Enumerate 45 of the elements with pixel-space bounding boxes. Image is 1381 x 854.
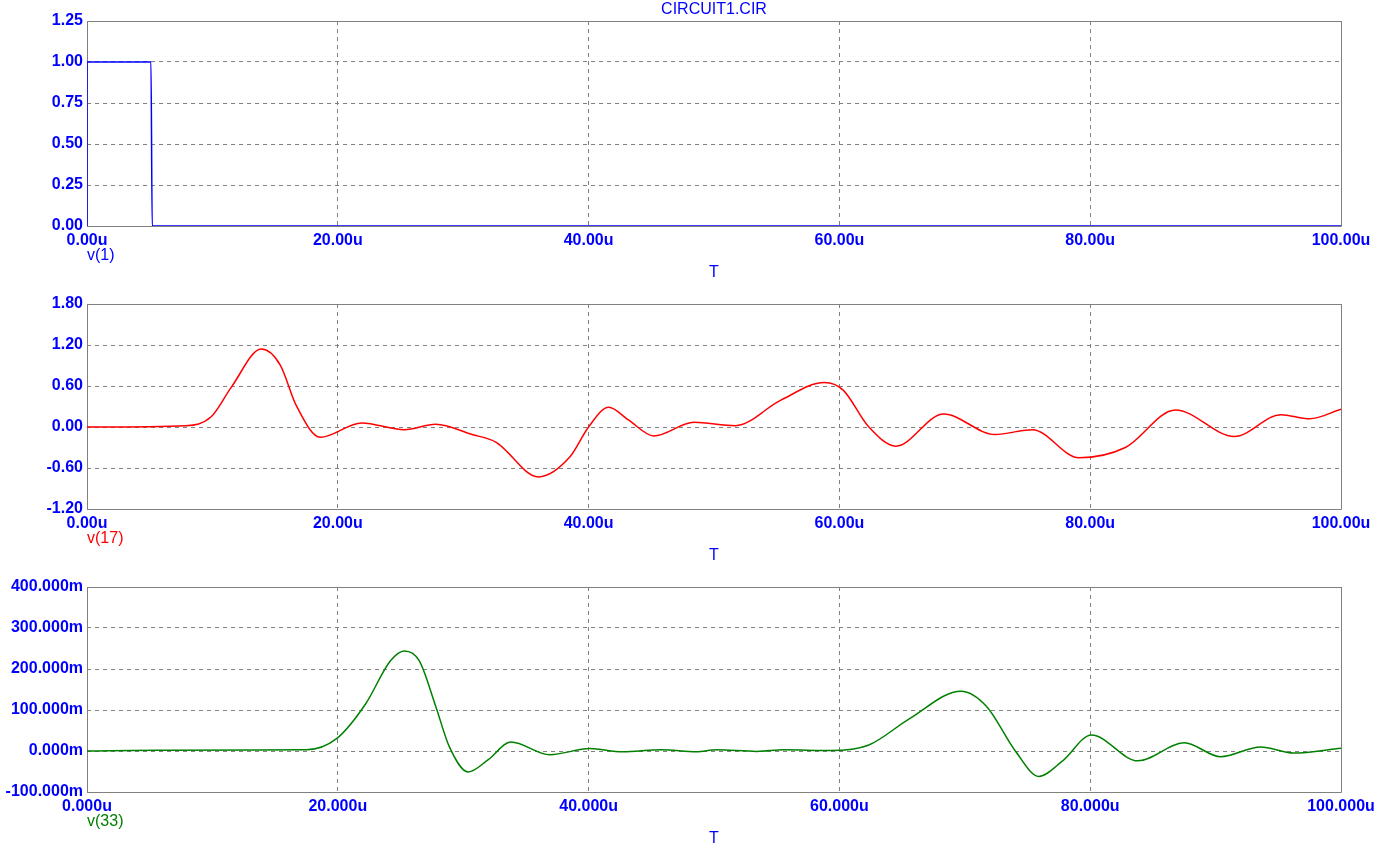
x-tick-label: 60.00u	[814, 514, 865, 532]
x-tick-label: 80.000u	[1060, 797, 1120, 815]
y-tick-label: 0.00	[51, 216, 84, 234]
y-tick-label: -1.20	[46, 499, 84, 517]
x-tick-label: 100.00u	[1311, 231, 1371, 249]
y-tick-label: 400.000m	[10, 577, 83, 595]
x-tick-label: 20.00u	[312, 514, 363, 532]
y-tick-label: 1.25	[51, 11, 84, 29]
y-tick-label: 0.75	[51, 93, 84, 111]
x-axis-title: T	[709, 263, 720, 281]
x-axis-title: T	[709, 829, 720, 847]
y-tick-label: 100.000m	[10, 700, 83, 718]
series-label: v(1)	[87, 246, 115, 264]
y-tick-label: 0.000m	[28, 741, 83, 759]
x-tick-label: 40.00u	[563, 231, 614, 249]
chart-title: CIRCUIT1.CIR	[661, 0, 767, 18]
x-tick-label: 60.00u	[814, 231, 865, 249]
x-tick-label: 0.00u	[66, 231, 108, 249]
x-tick-label: 40.000u	[559, 797, 618, 815]
x-tick-label: 80.00u	[1065, 514, 1116, 532]
x-tick-label: 80.00u	[1065, 231, 1116, 249]
x-tick-label: 20.000u	[308, 797, 368, 815]
y-tick-label: 1.80	[51, 294, 84, 312]
x-tick-label: 100.000u	[1307, 797, 1375, 815]
y-tick-label: 0.50	[51, 134, 84, 152]
y-tick-label: -100.000m	[5, 782, 83, 800]
x-axis-title: T	[709, 546, 720, 564]
y-tick-label: 1.00	[51, 52, 84, 70]
y-tick-label: 0.60	[51, 376, 84, 394]
y-tick-label: -0.60	[46, 458, 84, 476]
y-tick-label: 0.00	[51, 417, 84, 435]
line-series	[87, 650, 1341, 778]
x-tick-label: 100.00u	[1311, 514, 1371, 532]
x-tick-label: 0.00u	[66, 514, 108, 532]
y-tick-label: 200.000m	[10, 659, 83, 677]
text: v(17)	[87, 529, 124, 547]
x-tick-label: 0.000u	[62, 797, 112, 815]
x-tick-label: 20.00u	[312, 231, 363, 249]
line-series	[87, 348, 1341, 478]
y-tick-label: 0.25	[51, 175, 84, 193]
y-tick-label: 300.000m	[10, 618, 83, 636]
x-tick-label: 60.000u	[810, 797, 869, 815]
text: v(33)	[87, 812, 124, 830]
x-tick-label: 40.00u	[563, 514, 614, 532]
y-tick-label: 1.20	[51, 335, 84, 353]
